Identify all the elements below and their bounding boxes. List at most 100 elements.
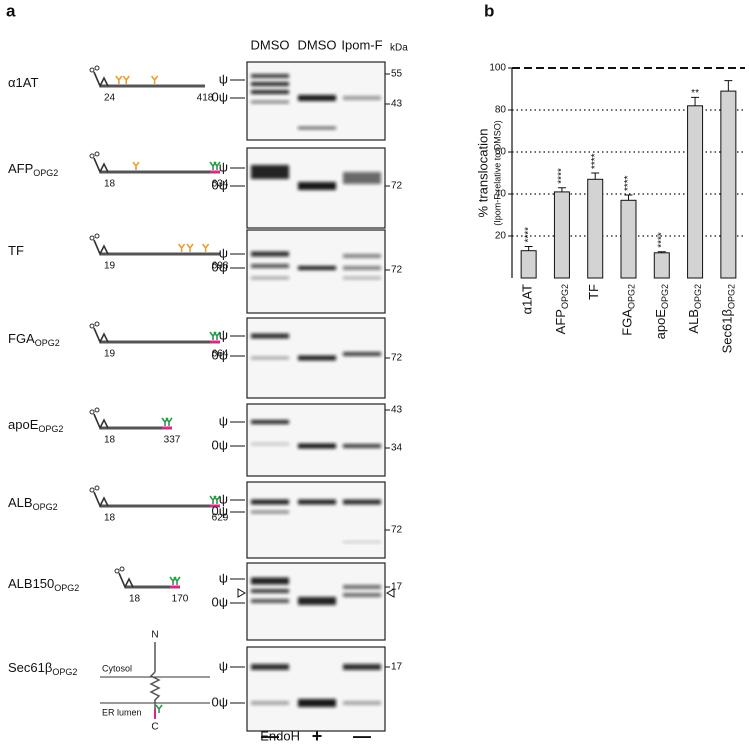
band	[343, 276, 381, 280]
band	[298, 499, 336, 505]
blot	[246, 646, 386, 732]
error-bar	[657, 251, 666, 253]
name: FGA	[620, 309, 635, 336]
bar	[620, 199, 637, 279]
residue-start: 24	[104, 93, 116, 104]
band	[298, 699, 336, 707]
zero-psi-label: 0ψ	[212, 177, 229, 192]
residue-end: 664	[212, 349, 229, 360]
error-bar	[691, 96, 700, 106]
psi-label: ψ	[219, 71, 228, 86]
band	[298, 126, 336, 130]
marker-label: 17	[391, 662, 403, 673]
blot	[246, 403, 386, 477]
band	[343, 593, 381, 597]
band	[343, 541, 381, 543]
subscript: OPG2	[38, 424, 63, 434]
significance: ****	[623, 175, 634, 191]
panel-label: b	[484, 1, 494, 20]
residue-start: 18	[104, 513, 116, 524]
psi-label: ψ	[219, 245, 228, 260]
name: apoE	[653, 309, 668, 340]
name: Sec61β	[720, 309, 735, 353]
panel-label: a	[6, 1, 16, 20]
zero-psi-label: 0ψ	[212, 89, 229, 104]
band	[298, 95, 336, 101]
subscript: OPG2	[54, 583, 79, 593]
y-tick-label: 80	[495, 105, 507, 116]
scissors	[94, 151, 100, 157]
band	[251, 100, 289, 104]
y-tick-label: 40	[495, 189, 507, 200]
residue-start: 19	[104, 349, 116, 360]
x-tick-label: ALBOPG2	[687, 284, 704, 334]
error-bar	[624, 194, 633, 201]
y-axis-label: % translocation	[475, 129, 490, 218]
band	[343, 444, 381, 448]
signal-peptide	[118, 572, 134, 589]
residue-end: 337	[164, 435, 181, 446]
zero-psi-label: 0ψ	[212, 694, 229, 709]
bar	[720, 90, 737, 279]
scissors	[94, 485, 100, 491]
scissors	[94, 407, 100, 413]
x-tick-label: TF	[587, 284, 602, 300]
name: apoE	[8, 417, 39, 432]
bar	[653, 252, 670, 279]
band	[251, 599, 289, 603]
band	[298, 182, 336, 190]
residue-start: 18	[104, 435, 116, 446]
glycan	[201, 243, 210, 252]
residue-end: 698	[212, 261, 229, 272]
residue-start: 18	[129, 594, 141, 605]
psi-label: ψ	[219, 570, 228, 585]
scissors	[114, 568, 120, 574]
psi-label: ψ	[219, 658, 228, 673]
tm-helix	[149, 671, 161, 712]
scissors	[119, 566, 125, 572]
triangle	[237, 588, 247, 598]
signal-peptide	[93, 413, 109, 430]
scissors	[89, 235, 95, 241]
zero-psi-label: 0ψ	[212, 503, 229, 518]
significance: **	[691, 88, 699, 99]
cytosol: Cytosol	[102, 663, 132, 673]
glycan	[213, 495, 221, 504]
error-bar	[724, 80, 733, 92]
name: TF	[8, 243, 24, 258]
band	[251, 165, 289, 179]
band	[251, 356, 289, 360]
name: α1AT	[520, 284, 535, 314]
signal-peptide	[93, 327, 109, 344]
band	[251, 499, 289, 505]
subscript: OPG2	[693, 284, 703, 309]
band	[251, 442, 289, 446]
subscript: OPG2	[33, 168, 58, 178]
error-bar	[524, 246, 533, 251]
blot	[246, 481, 386, 559]
residue-end: 418	[197, 93, 214, 104]
scissors	[94, 233, 100, 239]
x-tick-label: FGAOPG2	[620, 284, 637, 336]
protein-name: ALB150OPG2	[8, 576, 79, 593]
psi-label: ψ	[219, 159, 228, 174]
zero-psi-label: 0ψ	[212, 259, 229, 274]
treatment: +	[312, 726, 323, 746]
signal-peptide	[93, 157, 109, 174]
subscript: OPG2	[35, 338, 60, 348]
subscript: OPG2	[660, 284, 670, 309]
scissors	[89, 153, 95, 159]
glycan	[150, 75, 159, 84]
name: AFP	[553, 309, 568, 334]
zero-psi-label: 0ψ	[212, 437, 229, 452]
band	[343, 96, 381, 100]
name: ALB	[687, 309, 702, 334]
marker-label: 72	[391, 525, 403, 536]
marker-label: 34	[391, 443, 403, 454]
residue-start: 19	[104, 261, 116, 272]
marker-label: 55	[391, 69, 403, 80]
bar	[587, 178, 604, 279]
band	[251, 251, 289, 257]
glycan	[186, 243, 194, 252]
